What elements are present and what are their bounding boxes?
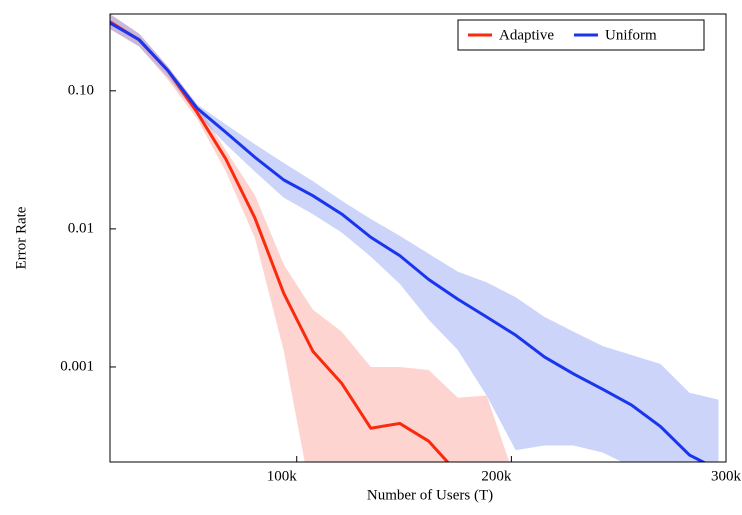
confidence-band <box>110 14 719 462</box>
x-tick-label: 300k <box>711 468 742 484</box>
y-tick-label: 0.01 <box>68 220 94 236</box>
x-tick-label: 100k <box>267 468 298 484</box>
series-line <box>110 21 707 462</box>
y-tick-label: 0.10 <box>68 82 94 98</box>
plot-frame <box>109 13 727 463</box>
confidence-band <box>110 14 510 462</box>
legend-label: Uniform <box>605 27 657 43</box>
y-axis-label: Error Rate <box>13 206 29 269</box>
x-axis-label: Number of Users (T) <box>367 487 493 503</box>
legend-label: Adaptive <box>499 27 554 43</box>
y-tick-label: 0.001 <box>60 358 94 374</box>
plot-area <box>110 14 719 462</box>
x-tick-label: 200k <box>481 468 512 484</box>
